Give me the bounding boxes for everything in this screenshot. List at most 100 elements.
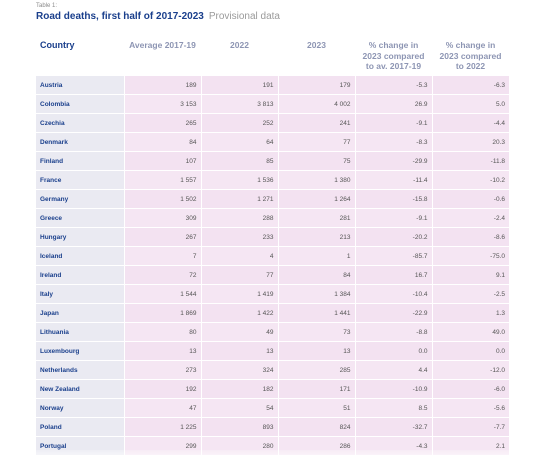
- table-title-line: Road deaths, first half of 2017-2023 Prov…: [36, 11, 280, 22]
- table-row: Netherlands 273 324 285 4.4 -12.0: [36, 360, 509, 380]
- cell-country: Poland: [36, 417, 124, 437]
- cell-2022: 324: [200, 360, 278, 380]
- cell-average: 1 502: [123, 189, 201, 209]
- cell-country: Denmark: [36, 132, 124, 152]
- cell-2023: 1 380: [277, 170, 355, 190]
- cell-2022: 1 271: [200, 189, 278, 209]
- table-row: New Zealand 192 182 171 -10.9 -6.0: [36, 379, 509, 399]
- table-row: Iceland 7 4 1 -85.7 -75.0: [36, 246, 509, 266]
- cell-country: Netherlands: [36, 360, 124, 380]
- cell-pct-vs-average: 4.4: [354, 360, 432, 380]
- cell-pct-vs-2022: -75.0: [431, 246, 509, 266]
- cell-country: Iceland: [36, 246, 124, 266]
- table-subtitle: Provisional data: [208, 11, 280, 22]
- cell-pct-vs-2022: -2.5: [431, 284, 509, 304]
- table-row: Ireland 72 77 84 16.7 9.1: [36, 265, 509, 285]
- table-row: Norway 47 54 51 8.5 -5.6: [36, 398, 509, 418]
- cell-average: 3 153: [123, 94, 201, 114]
- cell-pct-vs-2022: -11.8: [431, 151, 509, 171]
- cell-pct-vs-2022: 9.1: [431, 265, 509, 285]
- cell-2023: 179: [277, 76, 355, 95]
- table-row: France 1 557 1 536 1 380 -11.4 -10.2: [36, 170, 509, 190]
- table-row: Italy 1 544 1 419 1 384 -10.4 -2.5: [36, 284, 509, 304]
- cell-pct-vs-2022: 0.0: [431, 341, 509, 361]
- cell-2022: 49: [200, 322, 278, 342]
- cell-country: New Zealand: [36, 379, 124, 399]
- cell-average: 7: [123, 246, 201, 266]
- cell-2023: 73: [277, 322, 355, 342]
- cell-pct-vs-2022: -2.4: [431, 208, 509, 228]
- header-country: Country: [40, 40, 75, 50]
- cell-2022: 13: [200, 341, 278, 361]
- cell-average: 309: [123, 208, 201, 228]
- cell-average: 192: [123, 379, 201, 399]
- cell-2022: 1 419: [200, 284, 278, 304]
- table-row: Austria 189 191 179 -5.3 -6.3: [36, 76, 509, 95]
- cell-pct-vs-2022: -7.7: [431, 417, 509, 437]
- cell-average: 1 557: [123, 170, 201, 190]
- cell-pct-vs-2022: -6.3: [431, 76, 509, 95]
- cell-country: Greece: [36, 208, 124, 228]
- cell-country: Norway: [36, 398, 124, 418]
- cell-2023: 75: [277, 151, 355, 171]
- table-row: Germany 1 502 1 271 1 264 -15.8 -0.6: [36, 189, 509, 209]
- cell-2022: 1 422: [200, 303, 278, 323]
- header-2022: 2022: [230, 40, 249, 50]
- cell-2023: 51: [277, 398, 355, 418]
- table-row: Hungary 267 233 213 -20.2 -8.6: [36, 227, 509, 247]
- cell-2022: 191: [200, 76, 278, 95]
- table-title: Road deaths, first half of 2017-2023: [36, 11, 204, 22]
- cell-pct-vs-2022: 20.3: [431, 132, 509, 152]
- cell-average: 107: [123, 151, 201, 171]
- cell-average: 13: [123, 341, 201, 361]
- cell-2023: 824: [277, 417, 355, 437]
- cell-2022: 64: [200, 132, 278, 152]
- cell-average: 1 225: [123, 417, 201, 437]
- cell-pct-vs-average: -32.7: [354, 417, 432, 437]
- cell-2023: 77: [277, 132, 355, 152]
- cell-pct-vs-average: -15.8: [354, 189, 432, 209]
- cell-country: Japan: [36, 303, 124, 323]
- cell-country: Lithuania: [36, 322, 124, 342]
- table-caption: Table 1:: [36, 3, 58, 9]
- cell-2022: 1 536: [200, 170, 278, 190]
- cell-pct-vs-average: -20.2: [354, 227, 432, 247]
- cell-average: 84: [123, 132, 201, 152]
- cell-pct-vs-average: -8.8: [354, 322, 432, 342]
- cell-2023: 13: [277, 341, 355, 361]
- cell-2023: 281: [277, 208, 355, 228]
- cell-2022: 77: [200, 265, 278, 285]
- cell-average: 273: [123, 360, 201, 380]
- cell-2022: 233: [200, 227, 278, 247]
- table-row: Colombia 3 153 3 813 4 002 26.9 5.0: [36, 94, 509, 114]
- table-row: Czechia 265 252 241 -9.1 -4.4: [36, 113, 509, 133]
- cell-2022: 252: [200, 113, 278, 133]
- cell-2023: 1 264: [277, 189, 355, 209]
- header-pct-vs-average: % change in 2023 compared to av. 2017-19: [362, 40, 425, 71]
- table-row: Denmark 84 64 77 -8.3 20.3: [36, 132, 509, 152]
- table-row: Luxembourg 13 13 13 0.0 0.0: [36, 341, 509, 361]
- cell-pct-vs-average: -85.7: [354, 246, 432, 266]
- cell-2023: 4 002: [277, 94, 355, 114]
- cell-country: Luxembourg: [36, 341, 124, 361]
- cell-average: 189: [123, 76, 201, 95]
- table-row: Finland 107 85 75 -29.9 -11.8: [36, 151, 509, 171]
- cell-2022: 182: [200, 379, 278, 399]
- cell-2023: 285: [277, 360, 355, 380]
- cell-country: Czechia: [36, 113, 124, 133]
- cell-country: Ireland: [36, 265, 124, 285]
- cell-country: Germany: [36, 189, 124, 209]
- cell-2023: 213: [277, 227, 355, 247]
- cell-pct-vs-average: 26.9: [354, 94, 432, 114]
- road-deaths-table: Country Average 2017-19 2022 2023 % chan…: [36, 38, 509, 456]
- cell-average: 1 544: [123, 284, 201, 304]
- header-row: Country Average 2017-19 2022 2023 % chan…: [36, 38, 509, 76]
- cell-pct-vs-2022: -8.6: [431, 227, 509, 247]
- cell-2022: 4: [200, 246, 278, 266]
- table-row: Lithuania 80 49 73 -8.8 49.0: [36, 322, 509, 342]
- cell-average: 72: [123, 265, 201, 285]
- cell-average: 265: [123, 113, 201, 133]
- cell-pct-vs-2022: 49.0: [431, 322, 509, 342]
- cell-pct-vs-average: -22.9: [354, 303, 432, 323]
- cell-pct-vs-2022: -10.2: [431, 170, 509, 190]
